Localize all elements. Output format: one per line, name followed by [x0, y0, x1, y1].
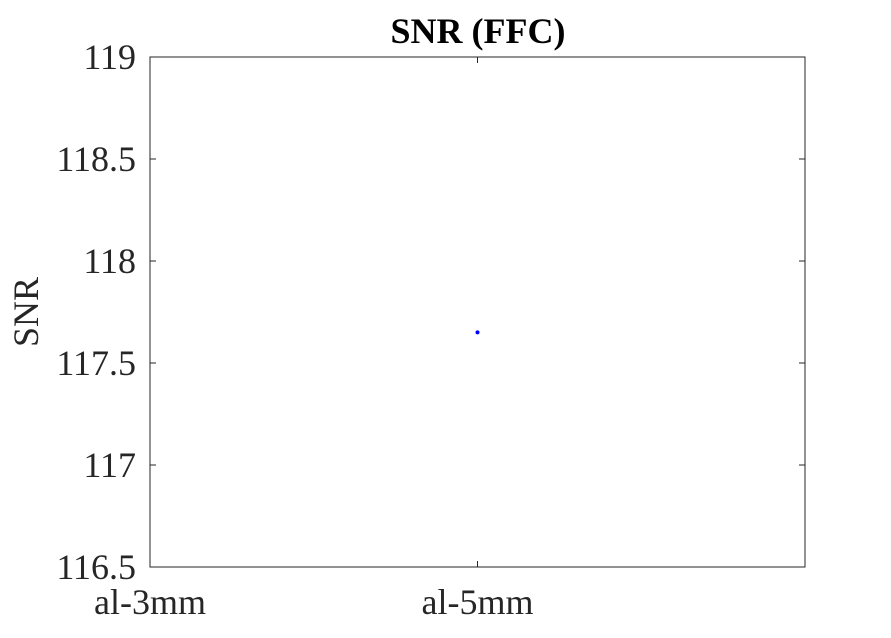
- chart-title: SNR (FFC): [391, 11, 566, 51]
- y-tick-label: 118: [83, 241, 136, 281]
- data-points: [475, 330, 480, 335]
- axis-ticks: 116.5 117 117.5 118 118.5 119 al-3mm al-5mm: [56, 37, 805, 622]
- data-point: [475, 330, 480, 335]
- y-tick-label: 117: [83, 445, 136, 485]
- y-tick-label: 117.5: [56, 343, 136, 383]
- y-tick-label: 119: [83, 37, 136, 77]
- y-tick-label: 116.5: [56, 547, 136, 587]
- x-tick-label: al-5mm: [422, 582, 534, 622]
- plot-area: [149, 56, 806, 568]
- x-tick-label: al-3mm: [94, 582, 206, 622]
- y-axis-label: SNR: [6, 277, 46, 347]
- y-tick-label: 118.5: [56, 139, 136, 179]
